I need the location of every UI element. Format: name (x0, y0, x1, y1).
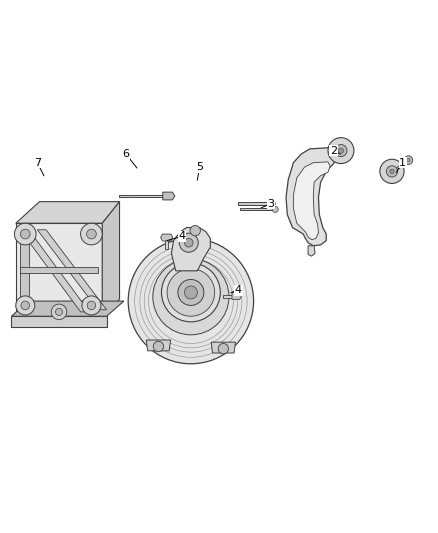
Polygon shape (119, 195, 163, 197)
Polygon shape (102, 201, 120, 320)
Polygon shape (11, 301, 124, 316)
Polygon shape (11, 316, 106, 327)
Polygon shape (308, 246, 315, 256)
Text: 4: 4 (235, 285, 242, 295)
Polygon shape (286, 148, 337, 246)
Polygon shape (240, 208, 274, 211)
Polygon shape (16, 223, 102, 320)
Text: 1: 1 (399, 158, 406, 168)
Circle shape (268, 200, 275, 207)
Circle shape (380, 159, 404, 183)
Circle shape (87, 229, 96, 239)
Polygon shape (161, 234, 173, 241)
Polygon shape (146, 340, 170, 351)
Circle shape (81, 223, 102, 245)
Circle shape (162, 263, 220, 322)
Circle shape (21, 229, 30, 239)
Circle shape (51, 304, 67, 320)
Circle shape (386, 166, 398, 177)
Polygon shape (293, 162, 330, 240)
Circle shape (128, 238, 254, 364)
Circle shape (272, 206, 278, 213)
Polygon shape (396, 159, 408, 169)
Circle shape (390, 169, 394, 174)
Text: 2: 2 (330, 146, 337, 156)
Polygon shape (163, 192, 175, 200)
Circle shape (178, 279, 204, 305)
Circle shape (335, 144, 347, 157)
Polygon shape (171, 228, 210, 271)
Circle shape (167, 269, 215, 316)
Circle shape (153, 341, 164, 352)
Circle shape (179, 233, 198, 252)
Circle shape (190, 225, 201, 236)
Polygon shape (20, 230, 89, 312)
Circle shape (16, 296, 35, 315)
Circle shape (218, 343, 229, 354)
Circle shape (82, 296, 101, 315)
Polygon shape (232, 293, 241, 300)
Polygon shape (37, 230, 106, 310)
Text: 4: 4 (179, 231, 186, 241)
Circle shape (21, 301, 29, 310)
Circle shape (56, 309, 63, 316)
Circle shape (404, 156, 413, 165)
Circle shape (184, 238, 193, 247)
Text: 7: 7 (34, 158, 41, 168)
Polygon shape (223, 295, 232, 297)
Circle shape (87, 301, 96, 310)
Polygon shape (20, 230, 29, 312)
Polygon shape (20, 266, 98, 273)
Circle shape (328, 138, 354, 164)
Circle shape (14, 223, 36, 245)
Circle shape (184, 286, 198, 299)
Text: 5: 5 (196, 162, 203, 172)
Circle shape (338, 148, 343, 153)
Circle shape (406, 158, 410, 162)
Circle shape (153, 259, 229, 335)
Text: 6: 6 (123, 149, 130, 159)
Polygon shape (165, 234, 168, 249)
Text: 3: 3 (267, 199, 274, 209)
Polygon shape (238, 203, 271, 205)
Polygon shape (16, 201, 120, 223)
Polygon shape (211, 342, 236, 353)
